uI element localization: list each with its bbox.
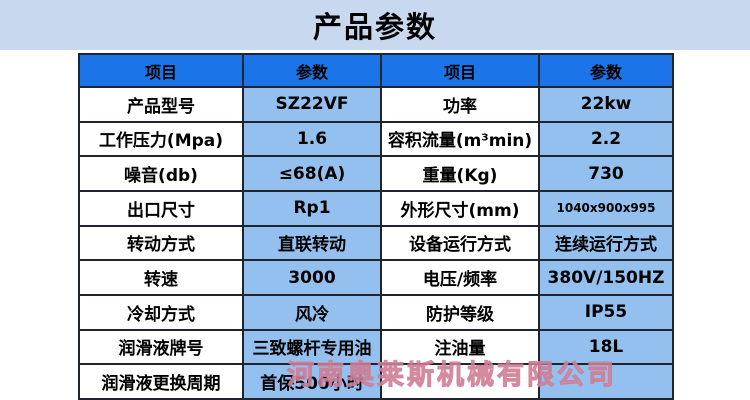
table-row: 噪音(db) ≤68(A) 重量(Kg) 730 [78,155,674,192]
table-row: 冷却方式 风冷 防护等级 IP55 [78,293,674,331]
cell-param-empty [538,363,674,400]
cell-item: 防护等级 [380,293,540,331]
column-header-item-right: 项目 [380,53,540,88]
cell-item: 噪音(db) [78,155,244,192]
cell-item: 润滑液更换周期 [78,363,244,400]
cell-param: 连续运行方式 [538,224,674,262]
column-header-param-left: 参数 [242,53,382,88]
cell-item: 润滑液牌号 [78,328,244,366]
cell-item: 出口尺寸 [78,189,244,227]
cell-param: Rp1 [242,189,382,227]
cell-param: 18L [538,328,674,366]
product-parameters-table: 项目 参数 项目 参数 产品型号 SZ22VF 功率 22kw 工作压力(Mpa… [78,53,674,400]
cell-param: 1040x900x995 [538,189,674,227]
page-title: 产品参数 [312,10,437,44]
cell-item: 设备运行方式 [380,224,540,262]
table-row: 润滑液牌号 三致螺杆专用油 注油量 18L [78,328,674,366]
cell-param: 380V/150HZ [538,259,674,296]
cell-param: IP55 [538,293,674,331]
cell-item: 重量(Kg) [380,155,540,192]
cell-param: ≤68(A) [242,155,382,192]
cell-param: 首保500小时 [242,363,382,400]
table-row: 转动方式 直联转动 设备运行方式 连续运行方式 [78,224,674,262]
cell-item: 产品型号 [78,86,244,123]
table-header-row: 项目 参数 项目 参数 [78,53,674,88]
cell-param: 3000 [242,259,382,296]
column-header-param-right: 参数 [538,53,674,88]
cell-param: 1.6 [242,120,382,158]
cell-item: 注油量 [380,328,540,366]
cell-item: 功率 [380,86,540,123]
cell-item: 电压/频率 [380,259,540,296]
cell-param: 直联转动 [242,224,382,262]
cell-item: 外形尺寸(mm) [380,189,540,227]
table-row: 出口尺寸 Rp1 外形尺寸(mm) 1040x900x995 [78,189,674,227]
cell-item: 转速 [78,259,244,296]
cell-param: 风冷 [242,293,382,331]
table-row: 产品型号 SZ22VF 功率 22kw [78,86,674,123]
cell-param: 730 [538,155,674,192]
cell-item: 工作压力(Mpa) [78,120,244,158]
table-row: 工作压力(Mpa) 1.6 容积流量(m³min) 2.2 [78,120,674,158]
cell-item: 容积流量(m³min) [380,120,540,158]
cell-param: 三致螺杆专用油 [242,328,382,366]
cell-param: 22kw [538,86,674,123]
table-row: 转速 3000 电压/频率 380V/150HZ [78,259,674,296]
column-header-item-left: 项目 [78,53,244,88]
cell-item: 冷却方式 [78,293,244,331]
table-row: 润滑液更换周期 首保500小时 [78,363,674,400]
cell-param: SZ22VF [242,86,382,123]
title-band: 产品参数 [0,0,750,50]
cell-item: 转动方式 [78,224,244,262]
cell-param: 2.2 [538,120,674,158]
cell-item-empty [380,363,540,400]
